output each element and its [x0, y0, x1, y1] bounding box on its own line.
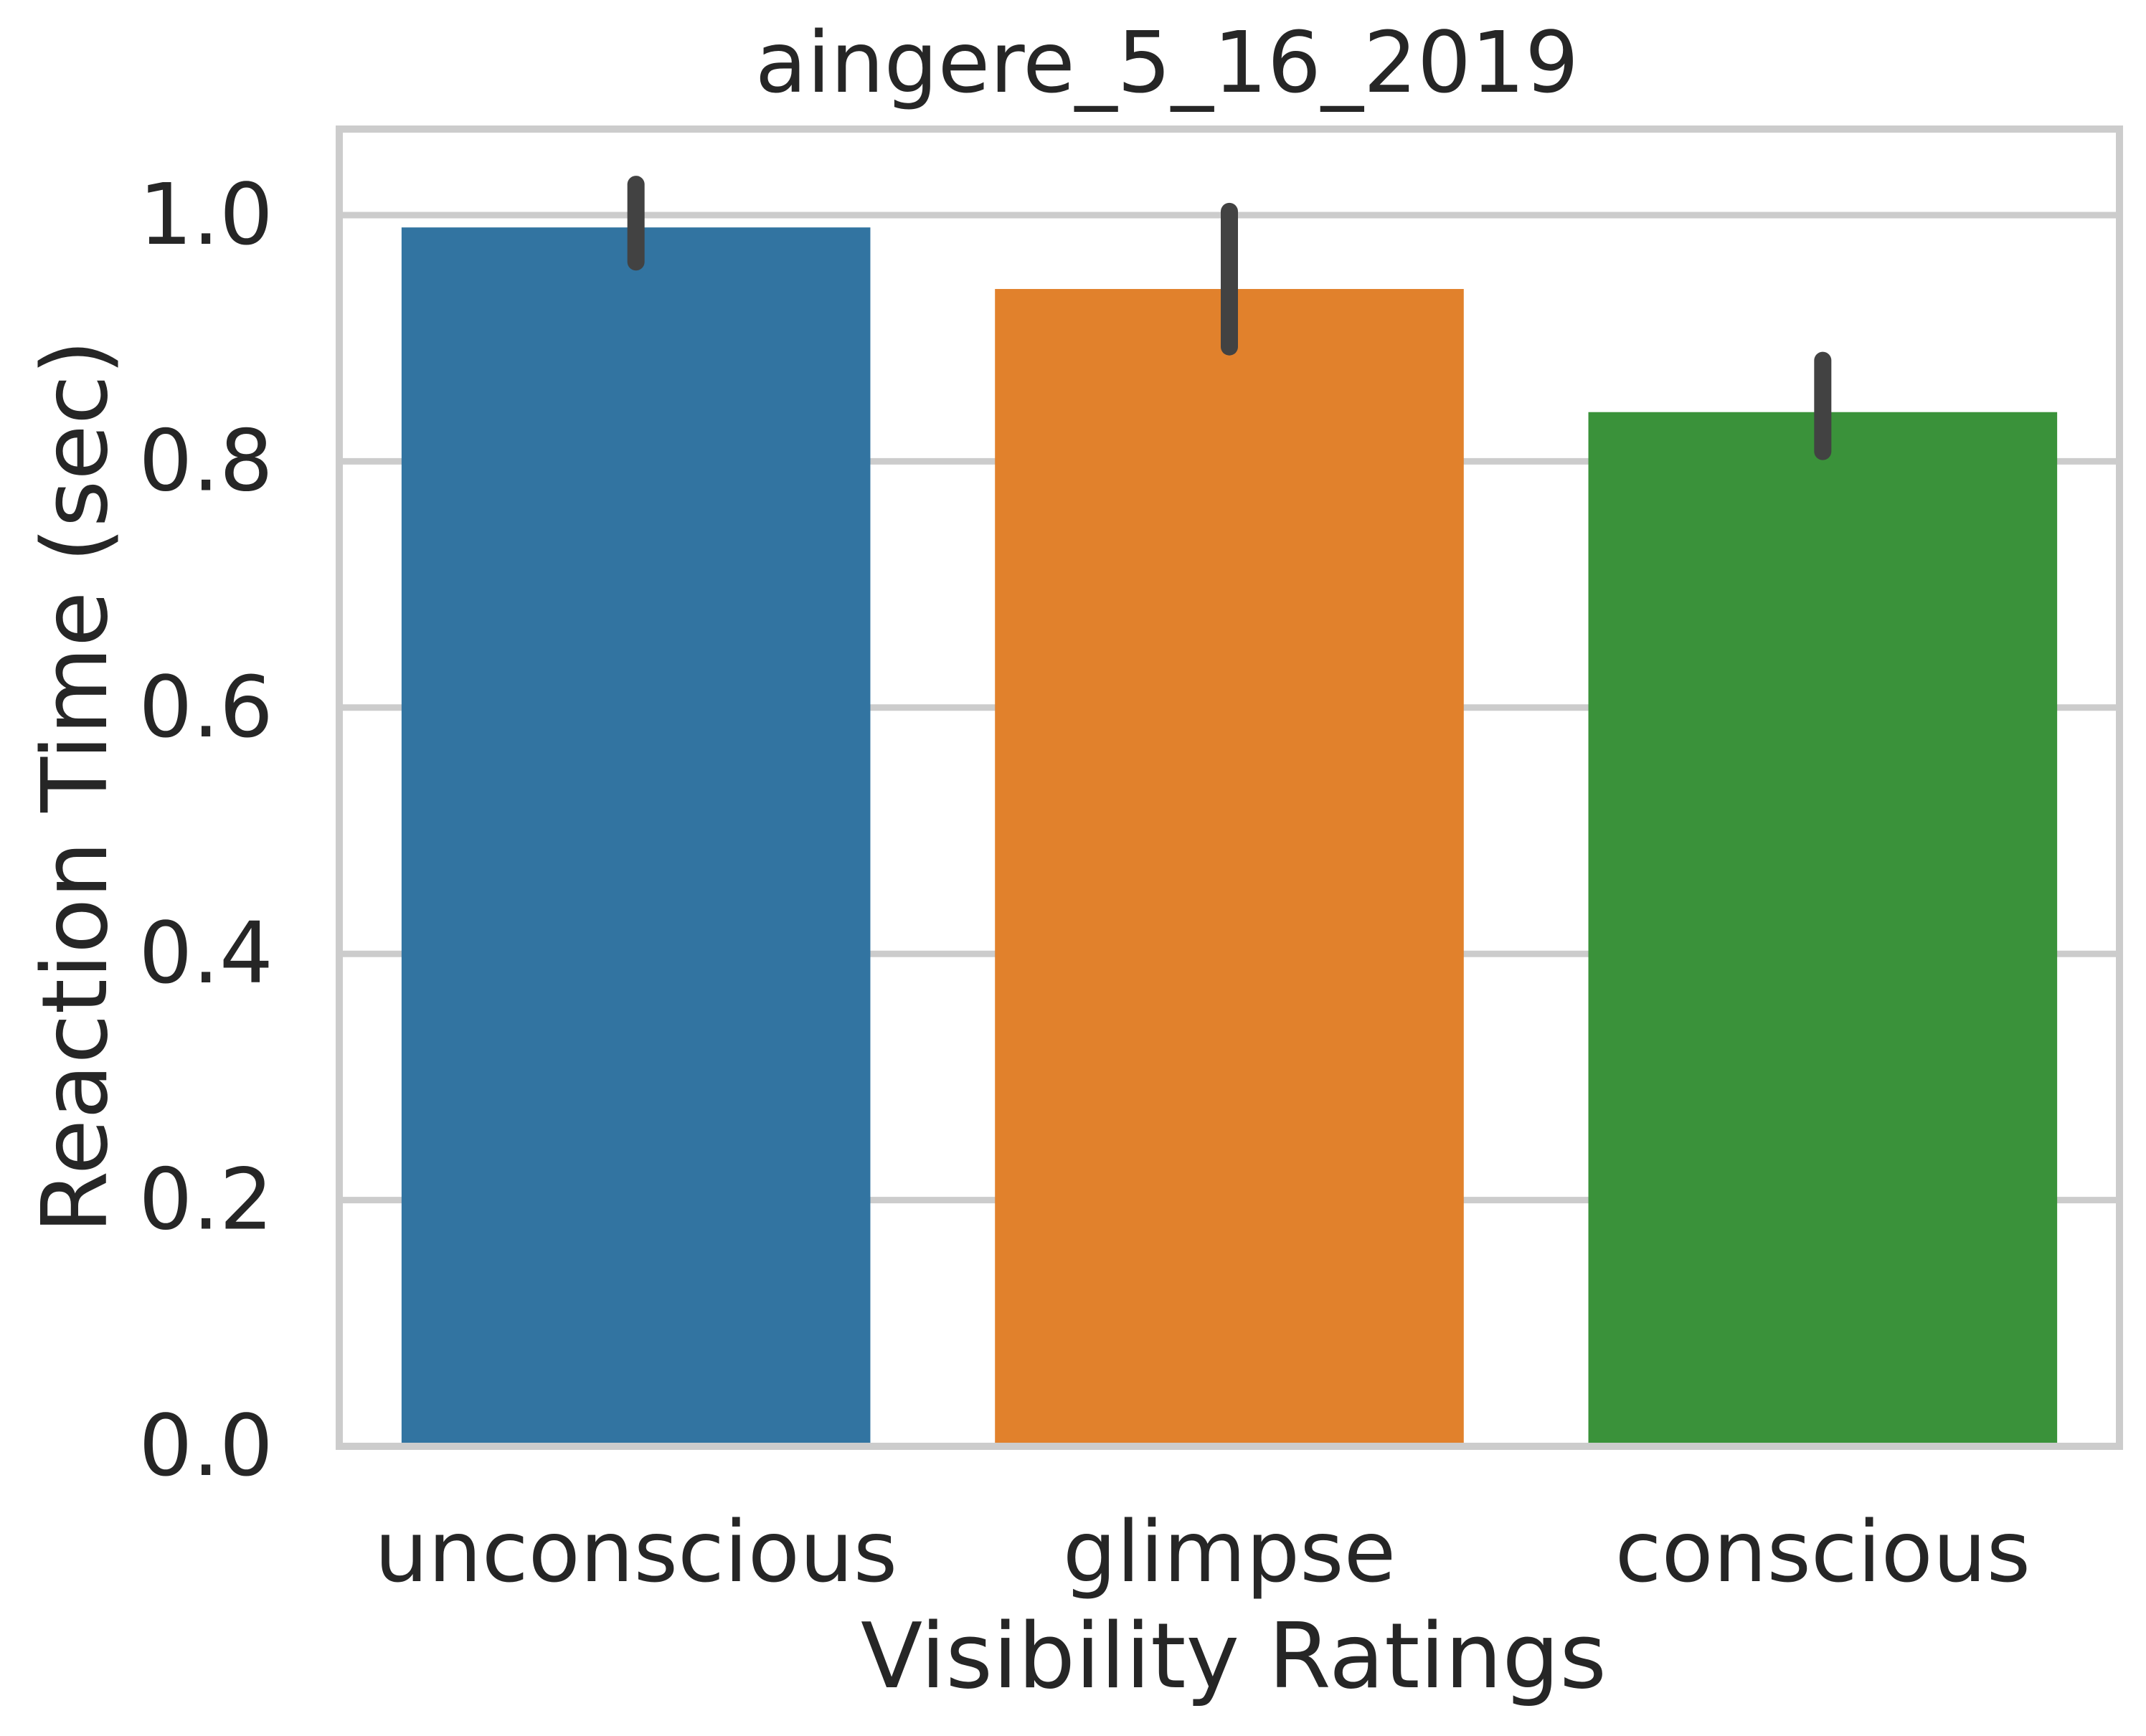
- error-bars: [627, 176, 1832, 460]
- bar-unconscious: [401, 227, 871, 1446]
- bar-glimpse: [995, 289, 1464, 1446]
- chart-title: aingere_5_16_2019: [755, 13, 1579, 112]
- x-tick-label: conscious: [1615, 1502, 2031, 1601]
- plot-frame: [336, 125, 2123, 1450]
- x-axis-label: Visibility Ratings: [861, 1603, 1607, 1709]
- y-axis-label: Reaction Time (sec): [22, 340, 128, 1233]
- y-tick-labels: 0.0 0.2 0.4 0.6 0.8 1.0: [138, 165, 273, 1495]
- y-tick-label: 0.0: [138, 1396, 273, 1495]
- x-tick-label: unconscious: [374, 1502, 897, 1601]
- bars: [401, 227, 2058, 1446]
- bar-conscious: [1588, 412, 2058, 1446]
- x-tick-labels: unconscious glimpse conscious: [374, 1502, 2031, 1601]
- y-tick-label: 0.2: [138, 1150, 273, 1249]
- y-tick-label: 0.4: [138, 903, 273, 1002]
- x-tick-label: glimpse: [1063, 1502, 1396, 1601]
- y-tick-label: 0.6: [138, 658, 273, 756]
- y-tick-label: 0.8: [138, 411, 273, 510]
- y-tick-label: 1.0: [138, 165, 273, 264]
